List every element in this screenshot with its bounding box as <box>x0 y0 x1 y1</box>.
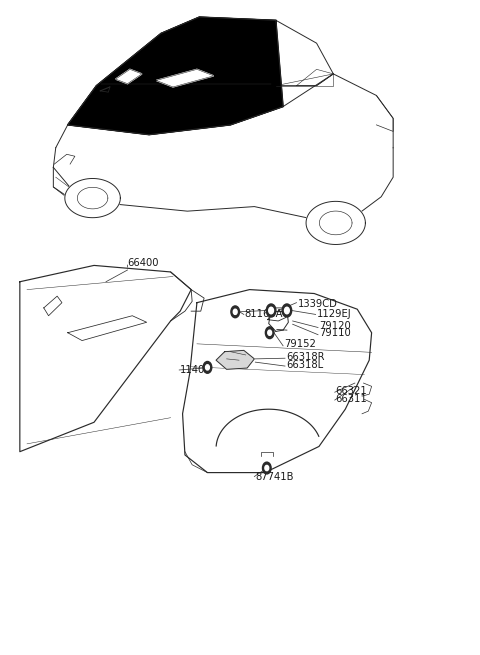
Polygon shape <box>156 69 214 87</box>
Text: 79120: 79120 <box>319 321 351 331</box>
Circle shape <box>268 330 272 335</box>
Text: 11407: 11407 <box>180 365 212 375</box>
Polygon shape <box>68 316 147 341</box>
Text: 1339CD: 1339CD <box>298 299 337 309</box>
Circle shape <box>285 307 289 314</box>
Circle shape <box>205 365 209 370</box>
Circle shape <box>282 304 292 317</box>
Circle shape <box>203 362 212 373</box>
Circle shape <box>233 309 237 314</box>
Text: 66321: 66321 <box>336 386 368 396</box>
Text: 79110: 79110 <box>319 328 351 339</box>
Circle shape <box>266 304 276 317</box>
Circle shape <box>231 306 240 318</box>
Polygon shape <box>44 296 62 316</box>
Circle shape <box>269 307 274 314</box>
Text: 87741B: 87741B <box>255 472 294 481</box>
Circle shape <box>265 327 274 339</box>
Text: 66318R: 66318R <box>286 352 324 362</box>
Polygon shape <box>116 69 142 84</box>
Text: 66318L: 66318L <box>286 360 323 370</box>
Polygon shape <box>216 350 254 369</box>
Text: 1129EJ: 1129EJ <box>317 309 351 320</box>
Polygon shape <box>68 17 283 135</box>
Polygon shape <box>65 178 120 217</box>
Circle shape <box>265 466 269 471</box>
Text: 81163A: 81163A <box>245 309 283 320</box>
Text: 66311: 66311 <box>336 394 368 403</box>
Circle shape <box>263 462 271 474</box>
Polygon shape <box>306 201 365 244</box>
Polygon shape <box>319 211 352 234</box>
Text: 79152: 79152 <box>284 339 316 350</box>
Polygon shape <box>77 187 108 209</box>
Text: 66400: 66400 <box>128 259 159 269</box>
